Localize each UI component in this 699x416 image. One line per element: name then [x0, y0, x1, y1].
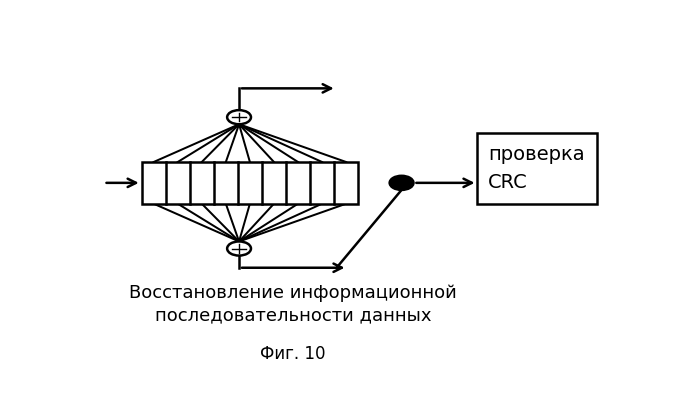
Text: CRC: CRC	[488, 173, 528, 192]
Circle shape	[227, 241, 251, 255]
Circle shape	[227, 110, 251, 124]
Text: проверка: проверка	[488, 145, 585, 164]
Bar	[141, 162, 359, 204]
Text: Фиг. 10: Фиг. 10	[261, 345, 326, 363]
Bar	[477, 133, 597, 204]
Text: Восстановление информационной: Восстановление информационной	[129, 285, 457, 302]
Circle shape	[389, 176, 414, 190]
Text: последовательности данных: последовательности данных	[155, 307, 431, 325]
